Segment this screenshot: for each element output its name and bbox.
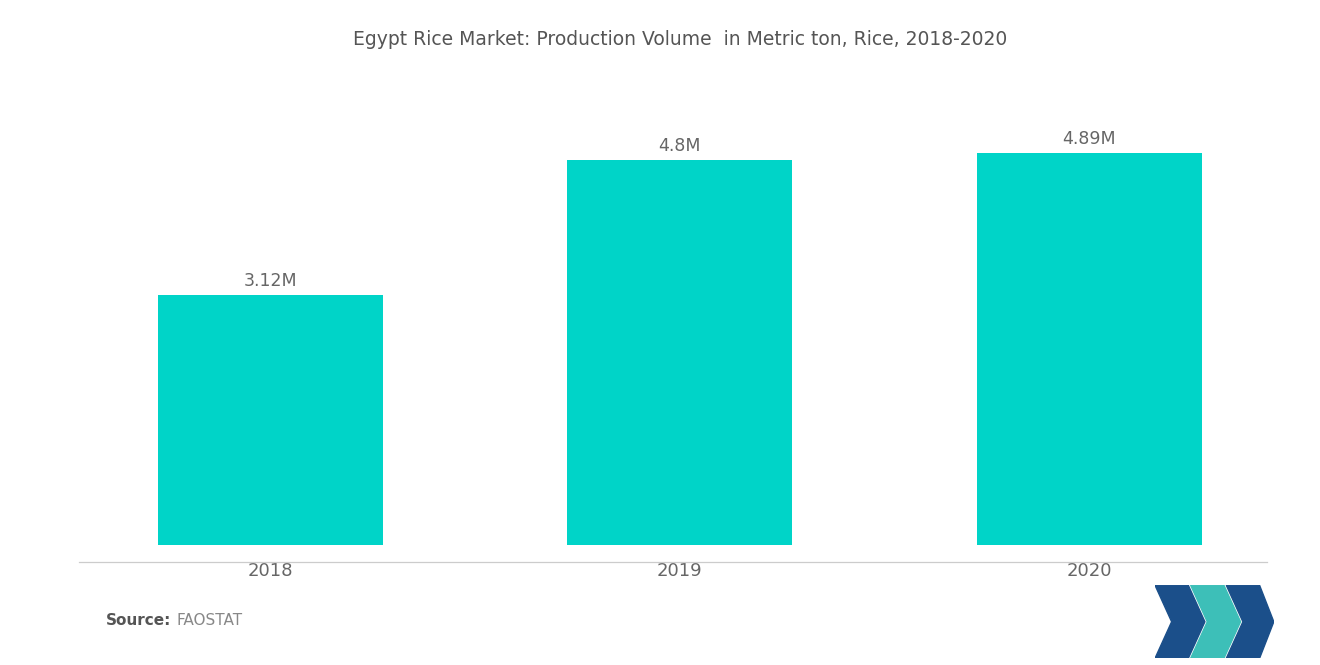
Text: 3.12M: 3.12M — [244, 272, 297, 290]
Bar — [977, 153, 1201, 545]
Text: FAOSTAT: FAOSTAT — [177, 613, 243, 628]
Bar — [158, 295, 383, 545]
Polygon shape — [1191, 585, 1241, 658]
Text: 4.8M: 4.8M — [659, 137, 701, 155]
Title: Egypt Rice Market: Production Volume  in Metric ton, Rice, 2018-2020: Egypt Rice Market: Production Volume in … — [352, 30, 1007, 49]
Polygon shape — [1155, 585, 1205, 658]
Text: Source:: Source: — [106, 613, 172, 628]
Bar — [568, 160, 792, 545]
Polygon shape — [1226, 585, 1274, 658]
Text: 4.89M: 4.89M — [1063, 130, 1115, 148]
